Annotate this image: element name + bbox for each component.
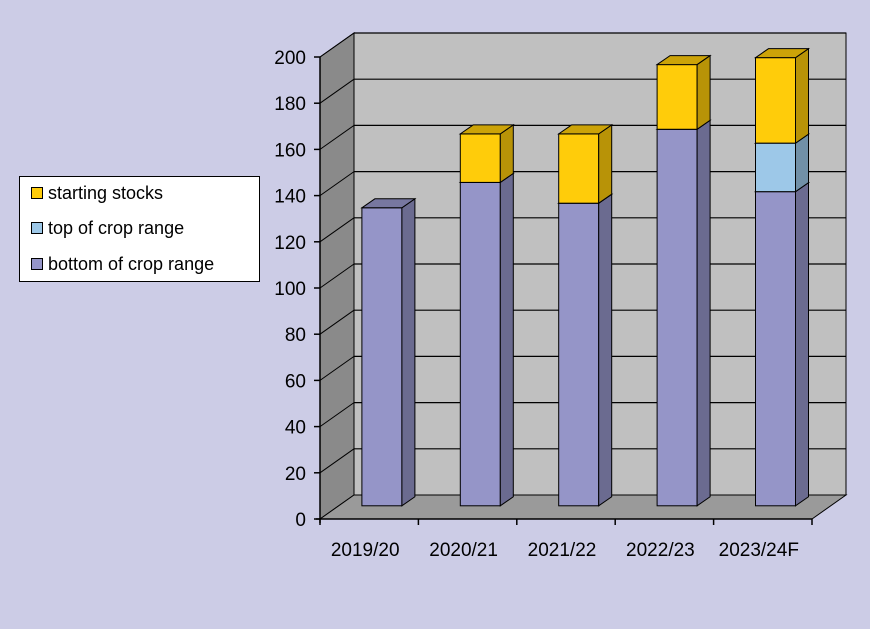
bar-top <box>753 48 811 59</box>
bar-segment-starting-stocks <box>656 64 698 130</box>
y-tick-label: 100 <box>274 279 306 300</box>
x-tick-label: 2023/24F <box>719 540 799 561</box>
legend-item-top-of-crop-range: top of crop range <box>31 218 184 238</box>
x-tick-label: 2022/23 <box>626 540 695 561</box>
legend-label: starting stocks <box>48 182 164 203</box>
gridline-side <box>319 309 355 335</box>
x-axis-tick-labels: 2019/20 2020/21 2021/22 2022/23 2023/24F <box>331 540 799 561</box>
axes <box>314 56 813 525</box>
bar-segment-bottom-of-crop-range <box>656 128 698 507</box>
gridline-side <box>319 263 355 289</box>
bar-stack <box>655 54 712 507</box>
bar-segment-bottom-of-crop-range <box>459 181 501 507</box>
bar-segment-starting-stocks <box>459 133 501 183</box>
bar-side <box>696 54 711 131</box>
bar-side <box>499 123 514 184</box>
bar-top <box>360 198 417 209</box>
y-axis-tick-labels: 0 20 40 60 80 100 120 140 160 180 200 <box>274 48 306 531</box>
gridline-side <box>319 171 355 197</box>
gridline-side <box>319 355 355 381</box>
gridline-side <box>319 124 355 150</box>
legend-label: top of crop range <box>48 217 185 238</box>
bar-top <box>557 124 614 135</box>
gridline-side <box>319 78 355 104</box>
y-tick-label: 20 <box>285 464 306 485</box>
bar-side <box>499 172 514 507</box>
bar-top <box>655 55 712 66</box>
bar-stack <box>557 123 614 507</box>
y-tick-label: 160 <box>274 140 306 161</box>
y-tick-label: 120 <box>274 233 306 254</box>
bar-side <box>598 193 613 507</box>
bar-segment-top-of-crop-range <box>755 142 796 193</box>
y-tick-label: 200 <box>274 48 306 69</box>
legend-item-bottom-of-crop-range: bottom of crop range <box>31 254 214 274</box>
bar-segment-bottom-of-crop-range <box>361 207 403 507</box>
legend-label: bottom of crop range <box>48 253 215 274</box>
bar-side <box>795 133 809 193</box>
bar-stack <box>360 197 417 507</box>
x-tick-label: 2021/22 <box>528 540 597 561</box>
bar-segment-bottom-of-crop-range <box>558 202 600 507</box>
gridline-side <box>319 402 355 428</box>
bar-segment-starting-stocks <box>558 133 600 204</box>
y-tick-label: 80 <box>285 325 306 346</box>
bar-segment-starting-stocks <box>755 57 796 144</box>
legend-swatch-bottom-of-crop-range <box>31 258 43 270</box>
x-tick-label: 2020/21 <box>429 540 498 561</box>
bar-segment-bottom-of-crop-range <box>755 191 796 507</box>
bar-stack <box>458 123 515 507</box>
bar-side <box>795 47 809 145</box>
bar-side <box>598 123 613 205</box>
y-tick-label: 140 <box>274 187 306 208</box>
gridline-side <box>319 217 355 243</box>
gridline-side <box>319 32 355 58</box>
bar-side <box>696 119 711 507</box>
bar-stack <box>753 47 811 507</box>
legend-item-starting-stocks: starting stocks <box>31 183 163 203</box>
x-tick-label: 2019/20 <box>331 540 400 561</box>
y-tick-label: 60 <box>285 371 306 392</box>
y-tick-label: 0 <box>295 510 306 531</box>
bar-side <box>795 181 809 507</box>
bar-side <box>401 197 416 507</box>
legend: starting stocks top of crop range bottom… <box>19 176 260 282</box>
bar-top <box>458 124 515 135</box>
gridline-side <box>319 448 355 474</box>
legend-swatch-top-of-crop-range <box>31 222 43 234</box>
y-tick-label: 180 <box>274 94 306 115</box>
legend-swatch-starting-stocks <box>31 187 43 199</box>
bars <box>360 47 811 507</box>
y-tick-label: 40 <box>285 418 306 439</box>
